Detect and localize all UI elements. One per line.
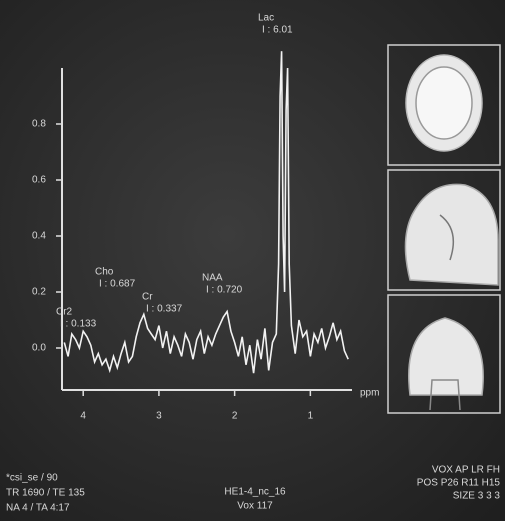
- footer-center: HE1-4_nc_16: [224, 487, 286, 498]
- y-tick-label: 0.0: [32, 343, 46, 354]
- screen: ppm 0.00.20.40.60.84321Cr2I : 0.133ChoI …: [0, 0, 505, 521]
- x-tick-label: 4: [80, 411, 86, 422]
- y-tick-label: 0.4: [32, 231, 46, 242]
- footer-left: NA 4 / TA 4:17: [6, 503, 70, 514]
- peak-name: Cr: [142, 292, 153, 303]
- peak-name: NAA: [202, 273, 223, 284]
- peak-integral: I : 0.337: [146, 304, 183, 315]
- x-tick-label: 3: [156, 411, 162, 422]
- footer-center: Vox 117: [237, 501, 273, 512]
- peak-integral: I : 6.01: [262, 25, 293, 36]
- x-tick-label: 1: [308, 411, 314, 422]
- footer-right: SIZE 3 3 3: [453, 491, 501, 502]
- footer-right: POS P26 R11 H15: [417, 478, 501, 489]
- peak-name: Cr2: [56, 307, 73, 318]
- peak-name: Cho: [95, 267, 114, 278]
- page: ppm 0.00.20.40.60.84321Cr2I : 0.133ChoI …: [0, 0, 505, 521]
- y-tick-label: 0.6: [32, 175, 46, 186]
- peak-name: Lac: [258, 13, 274, 24]
- peak-integral: I : 0.687: [99, 279, 136, 290]
- footer-left: *csi_se / 90: [6, 473, 58, 484]
- y-tick-label: 0.2: [32, 287, 46, 298]
- y-tick-label: 0.8: [32, 119, 46, 130]
- axial-brain: [416, 67, 472, 139]
- footer-left: TR 1690 / TE 135: [6, 488, 85, 499]
- x-tick-label: 2: [232, 411, 238, 422]
- peak-integral: I : 0.133: [60, 319, 97, 330]
- footer-right: VOX AP LR FH: [432, 465, 500, 476]
- x-axis-label: ppm: [360, 388, 379, 399]
- peak-integral: I : 0.720: [206, 285, 243, 296]
